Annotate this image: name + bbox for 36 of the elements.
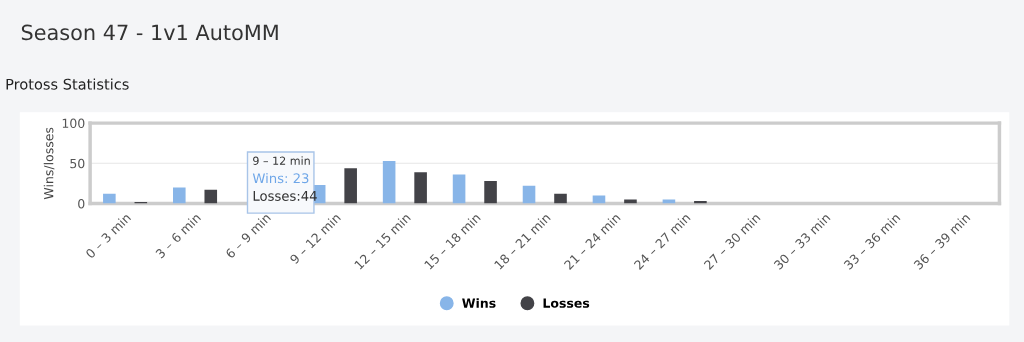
bar: [484, 180, 497, 204]
bar: [522, 185, 536, 204]
x-tick-label: 21 – 24 min: [563, 212, 621, 270]
x-tick-label: 27 – 30 min: [703, 212, 761, 271]
y-tick-label: 100: [62, 118, 85, 129]
bar: [414, 172, 427, 204]
bar: [344, 168, 357, 204]
bar: [173, 187, 186, 204]
annotation: Wins: 23: [252, 172, 309, 184]
x-tick-label: 24 – 27 min: [633, 212, 691, 270]
bar: [452, 174, 466, 204]
bar: [592, 195, 606, 204]
y-tick-label: 0: [78, 198, 85, 209]
x-tick-label: 15 – 18 min: [423, 212, 481, 270]
legend-label: Losses: [543, 298, 590, 308]
x-tick-label: 0 – 3 min: [84, 212, 132, 259]
bar: [662, 199, 676, 204]
bar: [382, 160, 396, 204]
bar: [624, 199, 637, 204]
chart-title: Season 47 - 1v1 AutoMM: [21, 24, 278, 41]
x-tick-label: 6 – 9 min: [224, 212, 272, 259]
x-tick-label: 36 – 39 min: [913, 212, 971, 270]
bar: [204, 189, 218, 204]
x-tick-label: 9 – 12 min: [289, 212, 342, 265]
y-axis-title: Wins/losses: [43, 127, 55, 200]
x-tick-label: 12 – 15 min: [353, 212, 411, 270]
bar: [554, 193, 567, 204]
x-tick-label: 3 – 6 min: [154, 212, 202, 259]
x-tick-label: 18 – 21 min: [493, 212, 551, 270]
chart-subtitle: Protoss Statistics: [6, 78, 129, 90]
bar: [103, 193, 116, 204]
y-tick-label: 50: [70, 158, 85, 169]
legend-label: Wins: [462, 298, 496, 308]
annotation: 9 – 12 min: [253, 156, 310, 165]
x-tick-label: 33 – 36 min: [843, 212, 901, 270]
x-tick-label: 30 – 33 min: [773, 212, 831, 270]
